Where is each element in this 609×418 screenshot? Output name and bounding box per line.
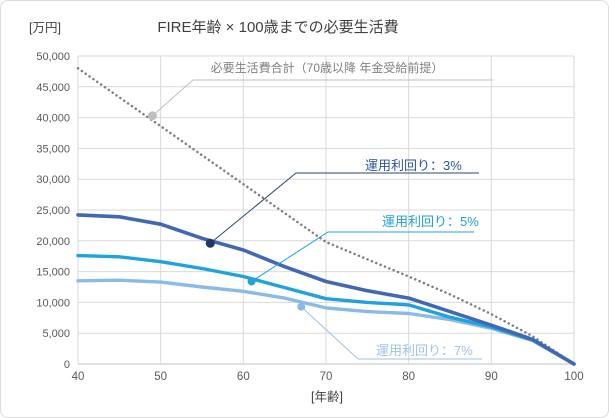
y-tick-label: 20,000 — [36, 236, 70, 248]
y-tick-label: 40,000 — [36, 113, 70, 125]
y-tick-label: 0 — [64, 359, 70, 371]
series-label-return-5pct: 運用利回り：5% — [382, 214, 479, 229]
series-label-return-3pct: 運用利回り：3% — [365, 158, 462, 173]
callout-leader-line — [251, 231, 474, 282]
x-tick-label: 60 — [237, 371, 250, 383]
x-tick-label: 80 — [402, 371, 415, 383]
y-tick-label: 35,000 — [36, 143, 70, 155]
y-tick-label: 30,000 — [36, 174, 70, 186]
x-tick-label: 40 — [72, 371, 85, 383]
x-tick-label: 50 — [154, 371, 167, 383]
y-tick-label: 5,000 — [42, 328, 70, 340]
y-tick-label: 50,000 — [36, 51, 70, 63]
y-tick-label: 15,000 — [36, 267, 70, 279]
y-tick-label: 10,000 — [36, 297, 70, 309]
x-tick-label: 70 — [320, 371, 333, 383]
x-tick-label: 100 — [564, 371, 583, 383]
series-label-return-7pct: 運用利回り：7% — [376, 343, 473, 358]
y-tick-label: 45,000 — [36, 82, 70, 94]
callout-leader-line — [300, 306, 482, 360]
series-line-0 — [76, 67, 576, 366]
callout-marker-dot — [297, 302, 306, 311]
x-tick-label: 90 — [485, 371, 498, 383]
callout-marker-dot — [247, 277, 256, 286]
series-line-1 — [76, 213, 576, 366]
callout-marker-dot — [205, 238, 215, 248]
callout-leader-line — [209, 172, 479, 244]
x-axis-label: [年齢] — [311, 390, 343, 404]
callout-marker-dot — [147, 111, 157, 121]
callout-leader-line — [152, 79, 493, 117]
chart-title: FIRE年齢 × 100歳までの必要生活費 — [157, 19, 399, 36]
series-label-total-expenses: 必要生活費合計（70歳以降 年金受給前提） — [210, 61, 444, 75]
y-tick-label: 25,000 — [36, 205, 70, 217]
y-axis-unit-label: [万円] — [29, 21, 61, 35]
